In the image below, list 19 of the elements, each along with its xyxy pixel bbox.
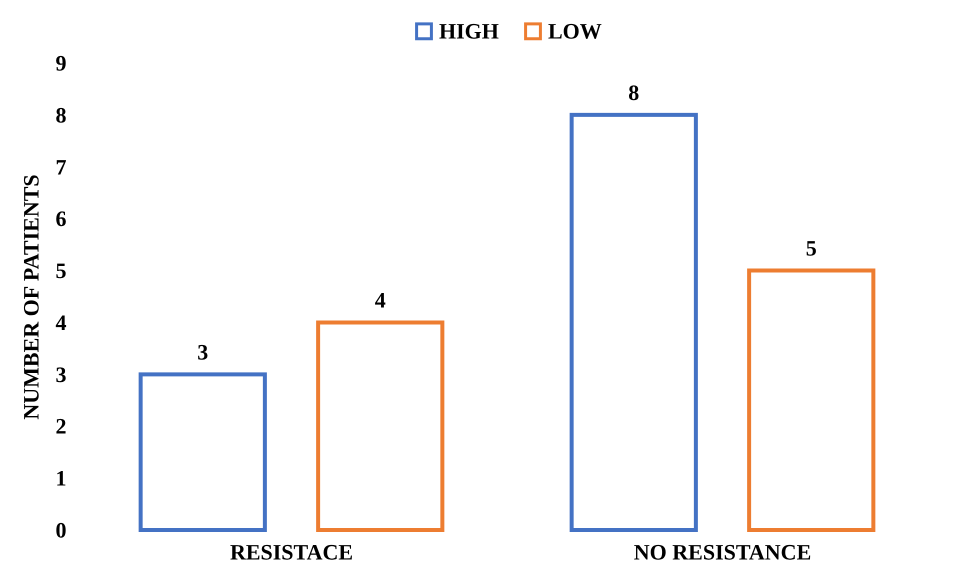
y-tick-label: 4 — [56, 310, 66, 335]
x-tick-label: RESISTACE — [230, 540, 354, 564]
y-tick-label: 7 — [56, 154, 66, 180]
y-tick-label: 1 — [56, 466, 66, 491]
legend-label: LOW — [548, 18, 602, 44]
y-axis-title: NUMBER OF PATIENTS — [18, 174, 44, 420]
y-tick-label: 9 — [56, 50, 66, 76]
y-tick-label: 0 — [56, 518, 66, 542]
y-tick-label: 5 — [56, 258, 66, 284]
y-tick-label: 8 — [56, 102, 66, 128]
data-label: 8 — [628, 80, 640, 105]
data-label: 3 — [197, 339, 208, 364]
y-tick-label: 3 — [56, 362, 66, 387]
data-label: 4 — [374, 287, 386, 312]
y-tick-label: 2 — [56, 414, 66, 439]
y-tick-label: 6 — [56, 206, 66, 232]
data-label: 5 — [806, 236, 817, 261]
x-tick-label: NO RESISTANCE — [634, 540, 812, 564]
legend-label: HIGH — [439, 18, 499, 44]
